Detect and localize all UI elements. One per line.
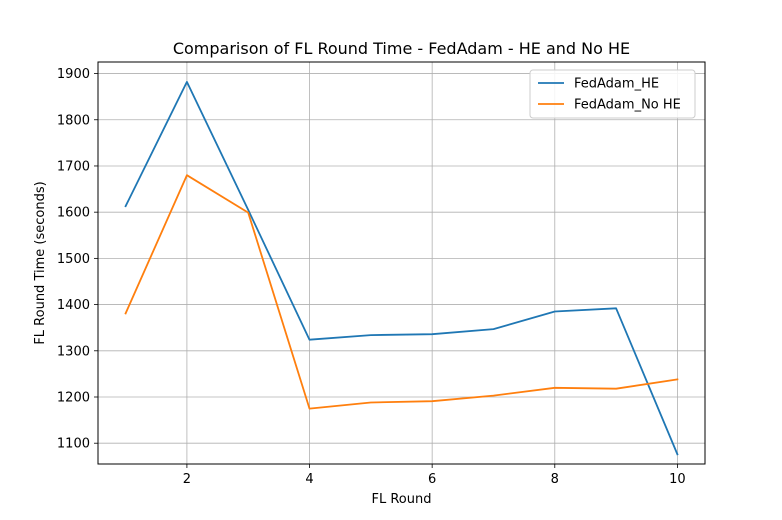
series-lines (124, 81, 679, 456)
y-tick-label: 1600 (57, 206, 90, 221)
x-tick-label: 2 (183, 472, 191, 487)
gridlines (98, 62, 705, 464)
legend-label: FedAdam_HE (574, 77, 659, 92)
chart-title: Comparison of FL Round Time - FedAdam - … (173, 39, 630, 58)
y-tick-label: 1900 (57, 67, 90, 82)
y-axis-title: FL Round Time (seconds) (33, 181, 48, 344)
y-tick-label: 1200 (57, 391, 90, 406)
y-tick-label: 1700 (57, 159, 90, 174)
x-tick-label: 6 (428, 472, 436, 487)
legend-label: FedAdam_No HE (574, 98, 681, 113)
legend-box (529, 69, 696, 119)
x-axis-title: FL Round (372, 492, 432, 507)
axis-ticks: 2 4 6 8 10 1100 1200 1300 1400 1500 1600 1700 1800 19… (57, 67, 686, 487)
x-tick-label: 10 (669, 472, 686, 487)
y-tick-label: 1300 (57, 344, 90, 359)
x-tick-label: 8 (551, 472, 559, 487)
y-tick-label: 1500 (57, 252, 90, 267)
legend: FedAdam_HE FedAdam_No HE (529, 69, 696, 119)
plot-frame (97, 61, 706, 465)
y-tick-label: 1400 (57, 298, 90, 313)
y-tick-label: 1100 (57, 437, 90, 452)
y-tick-label: 1800 (57, 113, 90, 128)
series-line-2 (124, 174, 679, 410)
series-line-1 (124, 81, 679, 456)
x-tick-label: 4 (305, 472, 313, 487)
